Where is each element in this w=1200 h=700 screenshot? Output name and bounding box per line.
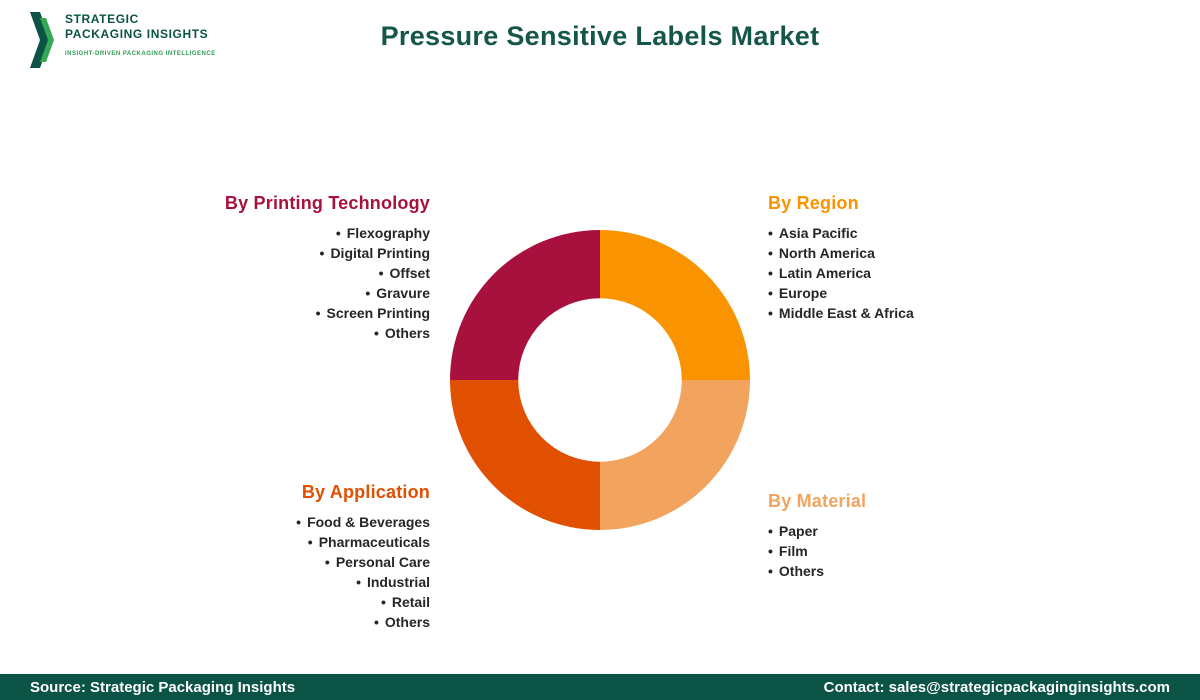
page-title: Pressure Sensitive Labels Market: [380, 21, 820, 51]
bullet-icon: •: [768, 245, 773, 261]
bullet-icon: •: [768, 225, 773, 241]
category-heading-application: By Application: [301, 482, 430, 502]
list-item: • Screen Printing: [110, 303, 430, 323]
bullet-icon: •: [768, 523, 773, 539]
category-printing-technology: By Printing Technology • Flexography • Digi…: [110, 193, 430, 343]
footer-bar: Source: Strategic Packaging Insights Con…: [0, 674, 1200, 700]
donut-segment-region: [600, 230, 750, 380]
list-item: • Paper: [768, 521, 1088, 541]
category-heading-printing-technology: By Printing Technology: [224, 193, 430, 213]
bullet-icon: •: [373, 614, 379, 630]
list-item: • Food & Beverages: [110, 512, 430, 532]
list-item-label: Screen Printing: [326, 305, 430, 321]
bullet-icon: •: [380, 594, 386, 610]
list-item-label: Gravure: [376, 285, 430, 301]
list-item-label: Latin America: [778, 265, 871, 281]
bullet-icon: •: [315, 305, 321, 321]
list-item-label: Middle East & Africa: [778, 305, 914, 321]
category-list-region: • Asia Pacific • North America • Latin Americ…: [768, 223, 1088, 323]
category-material: By Material • Paper • Film • Others: [768, 491, 1088, 581]
logo-text: STRATEGIC PACKAGING INSIGHTS INSIGHT-DRI…: [65, 12, 216, 57]
category-region: By Region • Asia Pacific • North America • La…: [768, 193, 1088, 323]
list-item: • Latin America: [768, 263, 1088, 283]
list-item-label: Others: [384, 614, 430, 630]
list-item-label: Others: [778, 563, 825, 579]
brand-logo: STRATEGIC PACKAGING INSIGHTS INSIGHT-DRI…: [30, 12, 216, 68]
list-item-label: Film: [778, 543, 808, 559]
bullet-icon: •: [768, 305, 773, 321]
list-item: • North America: [768, 243, 1088, 263]
list-item-label: Pharmaceuticals: [318, 534, 430, 550]
bullet-icon: •: [365, 285, 371, 301]
list-item-label: Asia Pacific: [778, 225, 858, 241]
category-heading-region: By Region: [768, 193, 859, 213]
list-item-label: Digital Printing: [330, 245, 430, 261]
list-item: • Others: [110, 612, 430, 632]
list-item: • Industrial: [110, 572, 430, 592]
list-item: • Middle East & Africa: [768, 303, 1088, 323]
bullet-icon: •: [296, 514, 302, 530]
bullet-icon: •: [373, 325, 379, 341]
category-list-application: • Food & Beverages • Pharmaceuticals • Person…: [110, 512, 430, 632]
donut-chart: [450, 230, 750, 530]
category-list-printing-technology: • Flexography • Digital Printing • Offset • Gra…: [110, 223, 430, 343]
logo-icon: [30, 12, 56, 68]
footer-source: Source: Strategic Packaging Insights: [30, 678, 296, 696]
list-item-label: Others: [384, 325, 430, 341]
list-item: • Pharmaceuticals: [110, 532, 430, 552]
list-item-label: Offset: [389, 265, 430, 281]
list-item: • Film: [768, 541, 1088, 561]
list-item: • Offset: [110, 263, 430, 283]
donut-segment-printing-technology: [450, 230, 600, 380]
list-item-label: Food & Beverages: [307, 514, 430, 530]
list-item: • Retail: [110, 592, 430, 612]
bullet-icon: •: [356, 574, 361, 590]
donut-segment-application: [450, 380, 600, 530]
bullet-icon: •: [768, 543, 773, 559]
category-list-material: • Paper • Film • Others: [768, 521, 1088, 581]
logo-line1: STRATEGIC: [65, 12, 139, 26]
list-item: • Europe: [768, 283, 1088, 303]
bullet-icon: •: [768, 563, 773, 579]
list-item-label: Personal Care: [335, 554, 430, 570]
list-item-label: Industrial: [366, 574, 430, 590]
list-item: • Personal Care: [110, 552, 430, 572]
bullet-icon: •: [378, 265, 384, 281]
list-item: • Digital Printing: [110, 243, 430, 263]
list-item: • Asia Pacific: [768, 223, 1088, 243]
list-item: • Flexography: [110, 223, 430, 243]
bullet-icon: •: [335, 225, 341, 241]
list-item: • Gravure: [110, 283, 430, 303]
logo-tagline: INSIGHT-DRIVEN PACKAGING INTELLIGENCE: [65, 51, 216, 57]
category-application: By Application • Food & Beverages • Pharmac…: [110, 482, 430, 632]
list-item-label: Paper: [778, 523, 818, 539]
category-heading-material: By Material: [768, 491, 867, 511]
footer-contact: Contact: sales@strategicpackaginginsight…: [823, 678, 1170, 696]
bullet-icon: •: [768, 285, 773, 301]
logo-line2: PACKAGING INSIGHTS: [65, 27, 209, 41]
bullet-icon: •: [324, 554, 330, 570]
list-item-label: Retail: [391, 594, 430, 610]
list-item-label: Flexography: [346, 225, 430, 241]
list-item: • Others: [110, 323, 430, 343]
bullet-icon: •: [768, 265, 773, 281]
list-item-label: North America: [778, 245, 875, 261]
donut-segment-material: [600, 380, 750, 530]
list-item: • Others: [768, 561, 1088, 581]
list-item-label: Europe: [778, 285, 828, 301]
bullet-icon: •: [307, 534, 313, 550]
bullet-icon: •: [319, 245, 325, 261]
